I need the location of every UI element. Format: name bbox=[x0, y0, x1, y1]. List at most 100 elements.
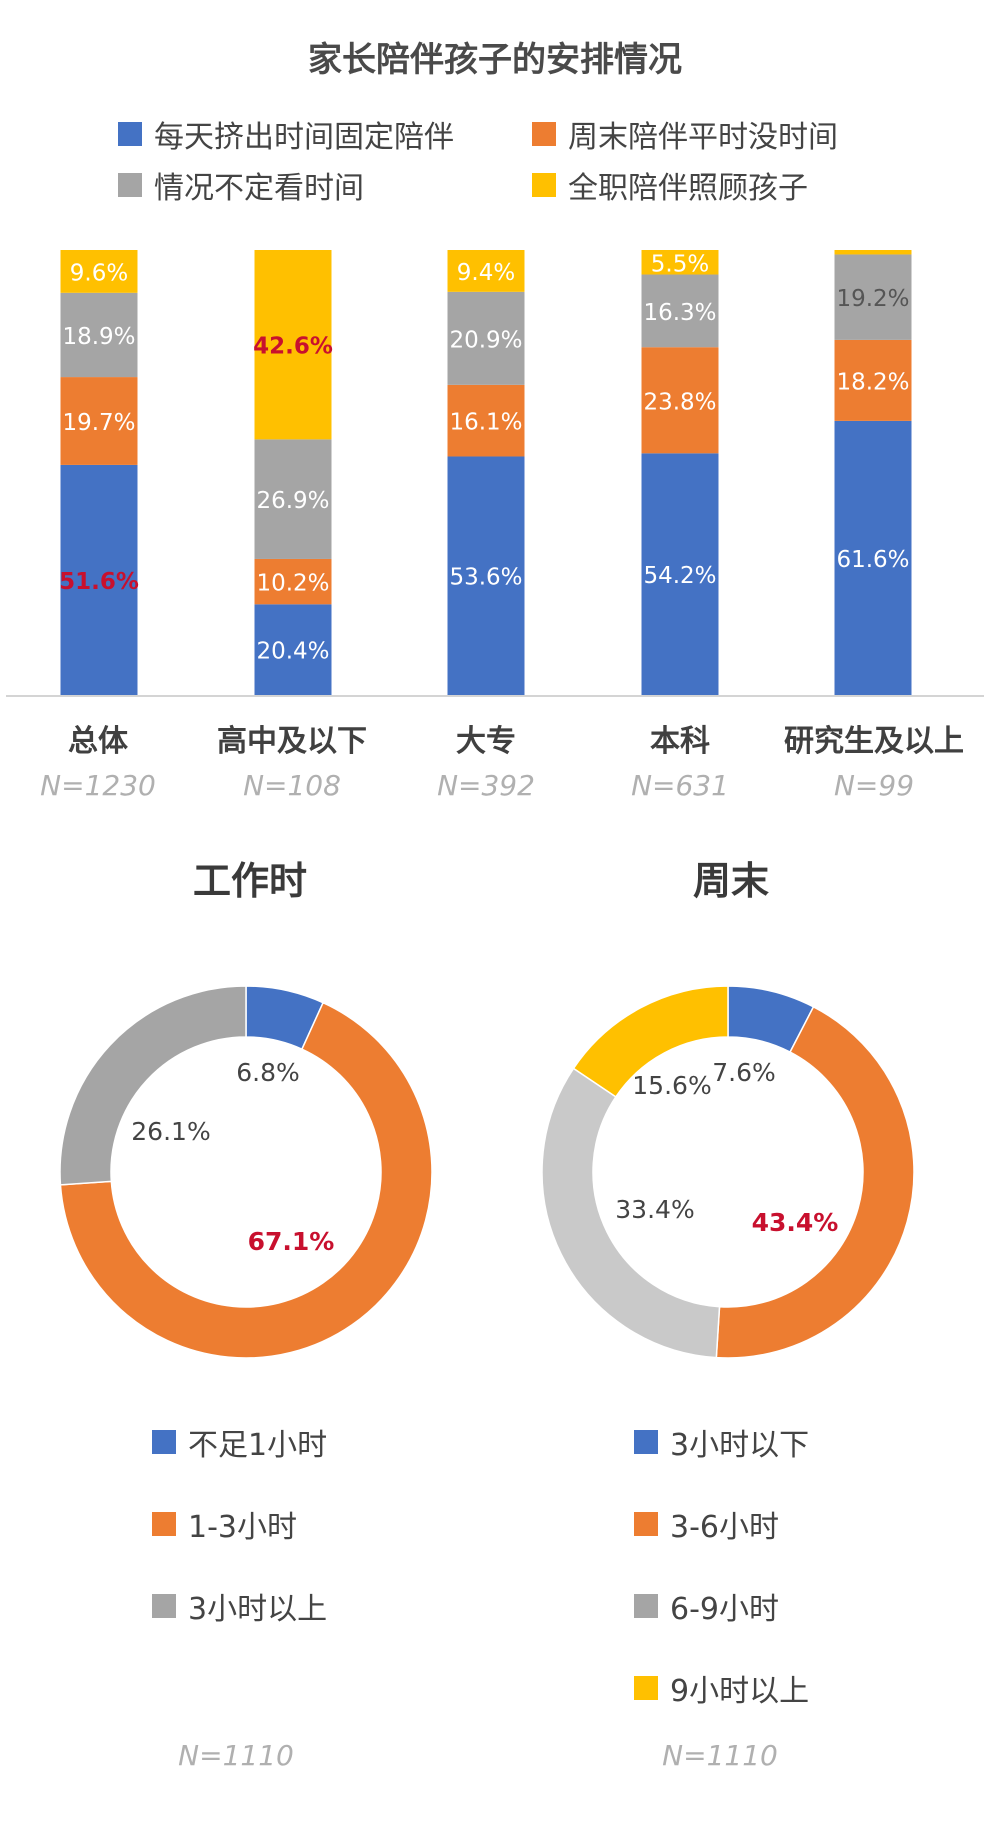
category-label: 研究生及以上 bbox=[784, 724, 964, 759]
donut1-legend-item: 1-3小时 bbox=[152, 1502, 297, 1546]
donut-data-label: 26.1% bbox=[131, 1117, 210, 1146]
bar-segment bbox=[254, 439, 332, 559]
bar-data-label: 16.3% bbox=[643, 300, 716, 326]
legend-label: 全职陪伴照顾孩子 bbox=[568, 171, 808, 206]
legend-label: 3小时以下 bbox=[670, 1428, 810, 1463]
legend-swatch-yellow bbox=[532, 173, 556, 197]
bar-data-label: 18.2% bbox=[836, 369, 909, 395]
donut1-legend-item: 不足1小时 bbox=[152, 1420, 327, 1464]
bar-data-label: 16.1% bbox=[449, 410, 522, 436]
donut-title-weekend: 周末 bbox=[692, 859, 769, 903]
donut-data-label: 33.4% bbox=[615, 1195, 694, 1224]
donut-slice bbox=[541, 1067, 721, 1359]
sample-size-label: N=1110 bbox=[662, 1739, 778, 1772]
donut2-legend-item: 3-6小时 bbox=[634, 1502, 779, 1546]
bar-chart-title: 家长陪伴孩子的安排情况 bbox=[308, 40, 682, 80]
bar-data-label: 23.8% bbox=[643, 389, 716, 415]
bar-segment bbox=[60, 377, 138, 465]
legend-label: 不足1小时 bbox=[188, 1428, 328, 1463]
sample-size-label: N=392 bbox=[437, 769, 535, 802]
donut-slice bbox=[572, 985, 729, 1098]
bar-segment bbox=[834, 250, 912, 255]
legend-item-varies: 情况不定看时间 bbox=[118, 163, 364, 207]
category-label: 总体 bbox=[68, 724, 128, 759]
legend-label: 3-6小时 bbox=[670, 1510, 779, 1545]
bar-segment bbox=[254, 604, 332, 695]
bar-data-label: 19.7% bbox=[62, 410, 135, 436]
sample-size-label: N=108 bbox=[243, 769, 341, 802]
legend-swatch-orange bbox=[152, 1512, 176, 1536]
donut-title-workday: 工作时 bbox=[192, 859, 307, 903]
bar-segment bbox=[254, 558, 332, 605]
legend-item-weekend: 周末陪伴平时没时间 bbox=[532, 112, 838, 156]
bar-segment bbox=[834, 420, 912, 695]
bar-segment bbox=[447, 291, 525, 385]
bar-data-label: 20.9% bbox=[449, 327, 522, 353]
legend-label: 每天挤出时间固定陪伴 bbox=[154, 120, 454, 155]
donut2-legend-item: 3小时以下 bbox=[634, 1420, 809, 1464]
legend-swatch-orange bbox=[634, 1512, 658, 1536]
donut-slice bbox=[715, 1005, 915, 1359]
bar-segment bbox=[447, 250, 525, 292]
bar-data-label: 26.9% bbox=[256, 488, 329, 514]
donut-data-label: 6.8% bbox=[236, 1058, 300, 1087]
bar-segment bbox=[834, 339, 912, 421]
bar-data-label: 61.6% bbox=[836, 547, 909, 573]
bar-data-label: 54.2% bbox=[643, 563, 716, 589]
bar-segment bbox=[447, 384, 525, 457]
bar-segment bbox=[834, 254, 912, 340]
legend-label: 周末陪伴平时没时间 bbox=[568, 120, 838, 155]
bar-segment bbox=[641, 453, 719, 695]
legend-item-fixed-daily: 每天挤出时间固定陪伴 bbox=[118, 112, 454, 156]
legend-label: 情况不定看时间 bbox=[154, 171, 364, 206]
donut2-legend-item: 6-9小时 bbox=[634, 1584, 779, 1628]
bar-segment bbox=[641, 274, 719, 348]
bar-data-label: 9.6% bbox=[70, 260, 128, 286]
donut-slice bbox=[59, 985, 247, 1186]
legend-label: 3小时以上 bbox=[188, 1592, 328, 1627]
bar-segment bbox=[60, 250, 138, 293]
legend-label: 9小时以上 bbox=[670, 1674, 810, 1709]
legend-item-fulltime: 全职陪伴照顾孩子 bbox=[532, 163, 808, 207]
sample-size-label: N=631 bbox=[631, 769, 729, 802]
bar-segment bbox=[60, 464, 138, 695]
legend-swatch-blue bbox=[152, 1430, 176, 1454]
bar-data-label: 9.4% bbox=[457, 260, 515, 286]
bar-segment bbox=[641, 347, 719, 454]
legend-swatch-blue bbox=[118, 122, 142, 146]
bar-segment bbox=[254, 250, 332, 440]
donut-slice bbox=[59, 1001, 433, 1359]
legend-swatch-gray bbox=[152, 1594, 176, 1618]
donut2-legend-item: 9小时以上 bbox=[634, 1666, 809, 1710]
bar-segment bbox=[447, 456, 525, 695]
sample-size-label: N=1230 bbox=[40, 769, 156, 802]
legend-label: 6-9小时 bbox=[670, 1592, 779, 1627]
sample-size-label: N=1110 bbox=[178, 1739, 294, 1772]
legend-swatch-gray bbox=[634, 1594, 658, 1618]
donut-data-label: 7.6% bbox=[712, 1058, 776, 1087]
bar-data-label: 53.6% bbox=[449, 565, 522, 591]
sample-size-label: N=99 bbox=[833, 769, 915, 802]
bar-segment bbox=[641, 250, 719, 275]
bar-data-label: 51.6% bbox=[59, 569, 139, 595]
bar-data-label: 42.6% bbox=[253, 334, 333, 360]
donut-data-label: 43.4% bbox=[752, 1208, 839, 1237]
category-label: 本科 bbox=[650, 724, 710, 759]
bar-data-label: 19.2% bbox=[836, 286, 909, 312]
category-label: 高中及以下 bbox=[217, 724, 367, 759]
bar-data-label: 5.5% bbox=[651, 251, 709, 277]
donut-data-label: 67.1% bbox=[248, 1227, 335, 1256]
legend-label: 1-3小时 bbox=[188, 1510, 297, 1545]
legend-swatch-blue bbox=[634, 1430, 658, 1454]
donut1-legend-item: 3小时以上 bbox=[152, 1584, 327, 1628]
legend-swatch-gray bbox=[118, 173, 142, 197]
category-label: 大专 bbox=[456, 724, 516, 759]
bar-data-label: 10.2% bbox=[256, 571, 329, 597]
legend-swatch-yellow bbox=[634, 1676, 658, 1700]
donut-data-label: 15.6% bbox=[632, 1071, 711, 1100]
bar-data-label: 18.9% bbox=[62, 324, 135, 350]
legend-swatch-orange bbox=[532, 122, 556, 146]
bar-segment bbox=[60, 292, 138, 378]
